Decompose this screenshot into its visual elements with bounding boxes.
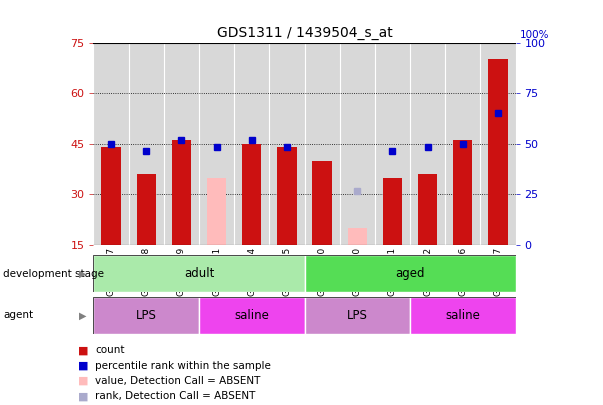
- Text: ■: ■: [78, 376, 89, 386]
- Bar: [207, 177, 226, 245]
- Bar: [305, 297, 410, 334]
- Text: adult: adult: [184, 267, 214, 280]
- Text: aged: aged: [396, 267, 425, 280]
- Text: ▶: ▶: [79, 311, 86, 320]
- Title: GDS1311 / 1439504_s_at: GDS1311 / 1439504_s_at: [216, 26, 393, 40]
- Bar: [305, 255, 516, 292]
- Bar: [410, 297, 516, 334]
- Text: LPS: LPS: [347, 309, 368, 322]
- Bar: [488, 60, 508, 245]
- Text: saline: saline: [446, 309, 480, 322]
- Text: count: count: [95, 345, 125, 355]
- Bar: [312, 161, 332, 245]
- Bar: [347, 228, 367, 245]
- Text: ■: ■: [78, 361, 89, 371]
- Text: ▶: ▶: [79, 269, 86, 279]
- Text: agent: agent: [3, 311, 33, 320]
- Text: 100%: 100%: [520, 30, 549, 40]
- Bar: [101, 147, 121, 245]
- Text: saline: saline: [235, 309, 269, 322]
- Text: ■: ■: [78, 345, 89, 355]
- Bar: [242, 144, 262, 245]
- Text: value, Detection Call = ABSENT: value, Detection Call = ABSENT: [95, 376, 260, 386]
- Bar: [453, 141, 473, 245]
- Text: ■: ■: [78, 392, 89, 401]
- Text: development stage: development stage: [3, 269, 104, 279]
- Text: rank, Detection Call = ABSENT: rank, Detection Call = ABSENT: [95, 392, 256, 401]
- Bar: [172, 141, 191, 245]
- Text: LPS: LPS: [136, 309, 157, 322]
- Bar: [277, 147, 297, 245]
- Text: percentile rank within the sample: percentile rank within the sample: [95, 361, 271, 371]
- Bar: [199, 297, 305, 334]
- Bar: [136, 174, 156, 245]
- Bar: [93, 255, 305, 292]
- Bar: [418, 174, 437, 245]
- Bar: [383, 177, 402, 245]
- Bar: [93, 297, 199, 334]
